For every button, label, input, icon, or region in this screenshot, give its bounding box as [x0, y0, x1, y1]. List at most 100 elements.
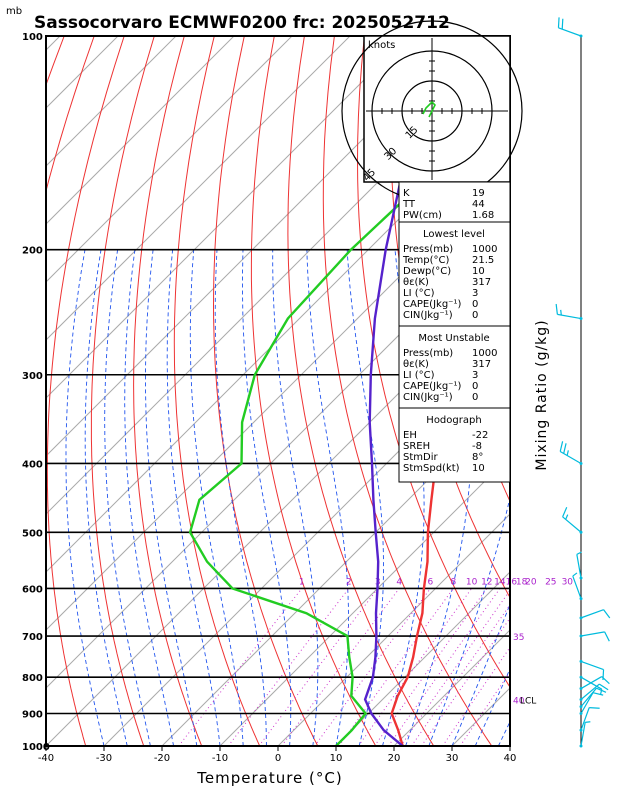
mixing-ratio-label: 35 — [513, 633, 524, 643]
index-label: θε(K) — [403, 359, 429, 370]
index-value: -22 — [472, 430, 488, 441]
dry-adiabat-line — [515, 36, 618, 746]
x-tick-label: -30 — [96, 753, 112, 764]
wind-barb — [559, 441, 583, 465]
index-label: StmDir — [403, 452, 438, 463]
isotherm-line — [277, 513, 510, 746]
dry-adiabat-line — [133, 36, 203, 746]
index-label: LI (°C) — [403, 288, 435, 299]
index-label: CAPE(Jkg⁻¹) — [403, 381, 461, 392]
hodograph-trace — [422, 100, 436, 118]
hodograph-frame — [363, 35, 511, 183]
x-tick-label: -10 — [212, 753, 228, 764]
wind-barb — [579, 707, 600, 732]
mixing-ratio-line — [400, 589, 510, 746]
isotherm-line — [46, 36, 177, 167]
parcel-profile-line — [363, 36, 456, 746]
wind-barb — [579, 683, 609, 701]
index-value: -8 — [472, 441, 482, 452]
index-label: CIN(Jkg⁻¹) — [403, 310, 453, 321]
mixing-ratio-label: 14 — [494, 578, 506, 588]
isotherm-line — [46, 223, 510, 689]
pressure-tick-label: 700 — [22, 632, 43, 643]
moist-adiabat-line — [145, 249, 198, 746]
wind-barb — [579, 692, 604, 716]
index-value: 8° — [472, 452, 483, 463]
wind-barb — [579, 676, 610, 691]
index-label: LI (°C) — [403, 370, 435, 381]
moist-adiabat-line — [242, 249, 292, 746]
isotherm-line — [46, 36, 467, 457]
wind-barb — [557, 17, 583, 38]
mixing-ratio-label: 4 — [396, 578, 402, 588]
indices-panel: K 19 TT 44 PW(cm) 1.68 Lowest level Press(mb) 10… — [398, 181, 511, 483]
x-tick-label: -20 — [154, 753, 170, 764]
dewpoint-profile-line — [188, 100, 510, 746]
index-value: 1000 — [472, 348, 497, 359]
mixing-ratio-line — [258, 588, 379, 746]
moist-adiabat-line — [104, 249, 151, 746]
moist-adiabat-line — [306, 249, 349, 746]
index-value: 10 — [472, 266, 485, 277]
wind-barb — [576, 551, 583, 580]
chart-title: Sassocorvaro ECMWF0200 frc: 2025052712 — [34, 13, 450, 33]
moist-adiabat-line — [189, 249, 244, 746]
index-value: 10 — [472, 463, 485, 474]
dry-adiabat-line — [46, 36, 95, 194]
lcl-label: LCL — [520, 697, 536, 707]
isotherm-line — [46, 36, 293, 283]
x-tick-label: 10 — [330, 753, 343, 764]
index-label: EH — [403, 430, 417, 441]
dry-adiabat-line — [322, 36, 493, 746]
index-value: 21.5 — [472, 255, 494, 266]
mixing-ratio-axis-label: Mixing Ratio (g/kg) — [534, 319, 550, 470]
moist-adiabat-line — [124, 249, 175, 746]
mixing-ratio-label: 20 — [525, 578, 537, 588]
pressure-tick-label: 600 — [22, 585, 43, 596]
index-value: 317 — [472, 359, 491, 370]
index-label: Press(mb) — [403, 348, 453, 359]
mixing-ratio-label: 10 — [466, 578, 478, 588]
dry-adiabat-line — [605, 36, 618, 746]
mixing-ratio-label: 8 — [451, 578, 457, 588]
x-axis-label: Temperature (°C) — [196, 769, 342, 787]
mixing-ratio-label: 6 — [428, 578, 434, 588]
wind-barb — [579, 631, 610, 642]
index-label: Temp(°C) — [402, 255, 450, 266]
indices-section-heading: Hodograph — [426, 415, 481, 426]
pressure-tick-label: 200 — [22, 246, 43, 257]
index-label: Press(mb) — [403, 244, 453, 255]
mixing-ratio-line — [227, 588, 350, 746]
mixing-ratio-label: 2 — [346, 578, 352, 588]
wind-barb — [579, 721, 591, 748]
wind-barb — [555, 303, 583, 321]
background-grid — [46, 36, 618, 746]
pressure-tick-label: 300 — [22, 371, 43, 382]
index-value: 3 — [472, 288, 478, 299]
index-value: 1.68 — [472, 210, 494, 221]
hodograph-units: knots — [368, 40, 395, 51]
index-label: TT — [402, 199, 416, 210]
x-tick-label: 0 — [275, 753, 281, 764]
moist-adiabat-line — [214, 249, 267, 746]
mixing-ratio-label: 1 — [299, 578, 305, 588]
isotherm-line — [335, 571, 510, 746]
mixing-ratio-line — [314, 588, 431, 746]
isotherm-line — [46, 165, 510, 631]
index-value: 1000 — [472, 244, 497, 255]
dry-adiabat-line — [356, 36, 510, 689]
isotherm-line — [46, 281, 510, 746]
pressure-tick-label: 900 — [22, 710, 43, 721]
moist-adiabat-line — [497, 720, 510, 746]
mixing-ratio-label: 25 — [545, 578, 556, 588]
indices-section-heading: Lowest level — [423, 229, 485, 240]
pressure-tick-label: 1000 — [22, 742, 50, 753]
index-label: PW(cm) — [403, 210, 442, 221]
index-label: SREH — [403, 441, 430, 452]
index-value: 19 — [472, 188, 485, 199]
mixing-ratio-line — [374, 588, 488, 746]
mixing-ratio-line — [442, 646, 510, 746]
